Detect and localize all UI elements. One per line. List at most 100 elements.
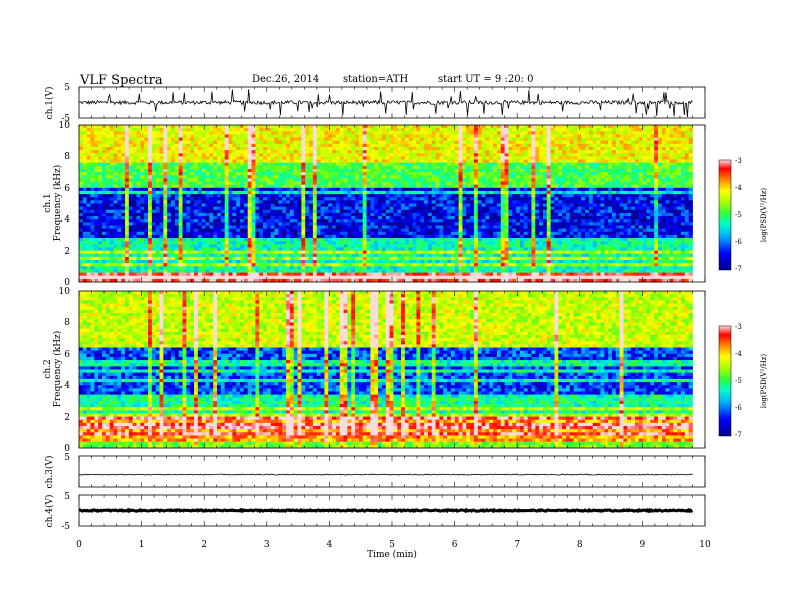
spectrogram-cell (113, 134, 118, 138)
spectrogram-cell (117, 128, 122, 132)
spectrogram-cell (381, 150, 387, 154)
spectrogram-cell (167, 200, 172, 204)
spectrogram-cell (282, 184, 287, 189)
spectrogram-cell (500, 156, 505, 160)
spectrogram-cell (339, 187, 344, 192)
spectrogram-cell (523, 143, 528, 148)
spectrogram-cell (431, 131, 436, 135)
spectrogram-cell (642, 206, 647, 211)
spectrogram-cell (585, 175, 590, 179)
spectrogram-cell (539, 194, 544, 198)
spectrogram-cell (608, 175, 613, 179)
spectrogram-cell (581, 153, 586, 157)
spectrogram-cell (562, 134, 567, 138)
spectrogram-cell (159, 200, 164, 204)
spectrogram-cell (381, 165, 387, 170)
spectrogram-cell (332, 168, 337, 173)
spectrogram-cell (688, 203, 693, 208)
spectrogram-cell (205, 203, 210, 208)
spectrogram-cell (431, 165, 436, 170)
spectrogram-cell (638, 143, 644, 148)
spectrogram-cell (611, 165, 617, 170)
spectrogram-cell (174, 184, 180, 189)
spectrogram-cell (385, 168, 390, 173)
spectrogram-cell (680, 216, 686, 220)
spectrogram-cell (604, 168, 609, 173)
spectrogram-cell (151, 203, 157, 208)
spectrogram-cell (351, 209, 356, 214)
spectrogram-cell (117, 212, 122, 217)
spectrogram-cell (427, 206, 433, 211)
spectrogram-cell (385, 181, 390, 186)
spectrogram-cell (473, 206, 479, 211)
spectrogram-cell (362, 156, 367, 160)
spectrogram-cell (519, 203, 525, 208)
spectrogram-cell (627, 153, 632, 157)
spectrogram-cell (569, 156, 575, 160)
spectrogram-cell (102, 219, 107, 223)
spectrogram-cell (324, 194, 329, 198)
spectrogram-cell (351, 172, 356, 176)
spectrogram-cell (596, 162, 601, 167)
spectrogram-cell (435, 137, 440, 142)
spectrogram-cell (190, 140, 195, 145)
spectrogram-cell (155, 125, 160, 129)
spectrogram-cell (496, 128, 502, 132)
spectrogram-cell (194, 184, 199, 189)
spectrogram-cell (351, 216, 356, 220)
spectrogram-cell (615, 150, 621, 154)
spectrogram-cell (496, 194, 502, 198)
spectrogram-cell (527, 203, 532, 208)
spectrogram-cell (535, 140, 540, 145)
spectrogram-cell (125, 194, 130, 198)
spectrogram-cell (588, 209, 594, 214)
spectrogram-cell (220, 212, 226, 217)
spectrogram-cell (355, 190, 360, 195)
spectrogram-cell (684, 216, 690, 220)
spectrogram-cell (608, 165, 613, 170)
spectrogram-cell (293, 216, 298, 220)
spectrogram-cell (669, 206, 674, 211)
spectrogram-cell (347, 212, 352, 217)
spectrogram-cell (439, 209, 444, 214)
spectrogram-cell (531, 153, 536, 157)
spectrogram-cell (220, 159, 226, 164)
spectrogram-cell (562, 137, 567, 142)
spectrogram-cell (638, 134, 644, 138)
spectrogram-cell (462, 200, 467, 204)
spectrogram-cell (638, 206, 644, 211)
spectrogram-cell (489, 187, 494, 192)
spectrogram-cell (190, 219, 195, 223)
spectrogram-cell (604, 194, 609, 198)
spectrogram-cell (619, 203, 624, 208)
spectrogram-cell (113, 216, 118, 220)
spectrogram-cell (450, 178, 456, 182)
spectrogram-cell (86, 125, 91, 129)
spectrogram-cell (213, 134, 218, 138)
spectrogram-cell (508, 159, 513, 164)
spectrogram-cell (650, 190, 655, 195)
spectrogram-cell (485, 190, 490, 195)
spectrogram-cell (481, 216, 486, 220)
spectrogram-cell (627, 134, 632, 138)
spectrogram-cell (190, 206, 195, 211)
spectrogram-cell (657, 194, 663, 198)
spectrogram-cell (447, 187, 452, 192)
spectrogram-cell (358, 165, 364, 170)
spectrogram-cell (167, 219, 172, 223)
spectrogram-cell (251, 159, 256, 164)
spectrogram-cell (470, 131, 475, 135)
spectrogram-cell (335, 181, 341, 186)
spectrogram-cell (389, 156, 394, 160)
spectrogram-cell (148, 140, 153, 145)
spectrogram-cell (90, 134, 95, 138)
spectrogram-cell (121, 190, 126, 195)
spectrogram-cell (255, 172, 260, 176)
spectrogram-cell (186, 216, 191, 220)
spectrogram-cell (278, 197, 283, 201)
spectrogram-cell (209, 172, 214, 176)
spectrogram-cell (485, 181, 490, 186)
spectrogram-cell (236, 131, 241, 135)
spectrogram-cell (251, 168, 256, 173)
spectrogram-cell (496, 162, 502, 167)
